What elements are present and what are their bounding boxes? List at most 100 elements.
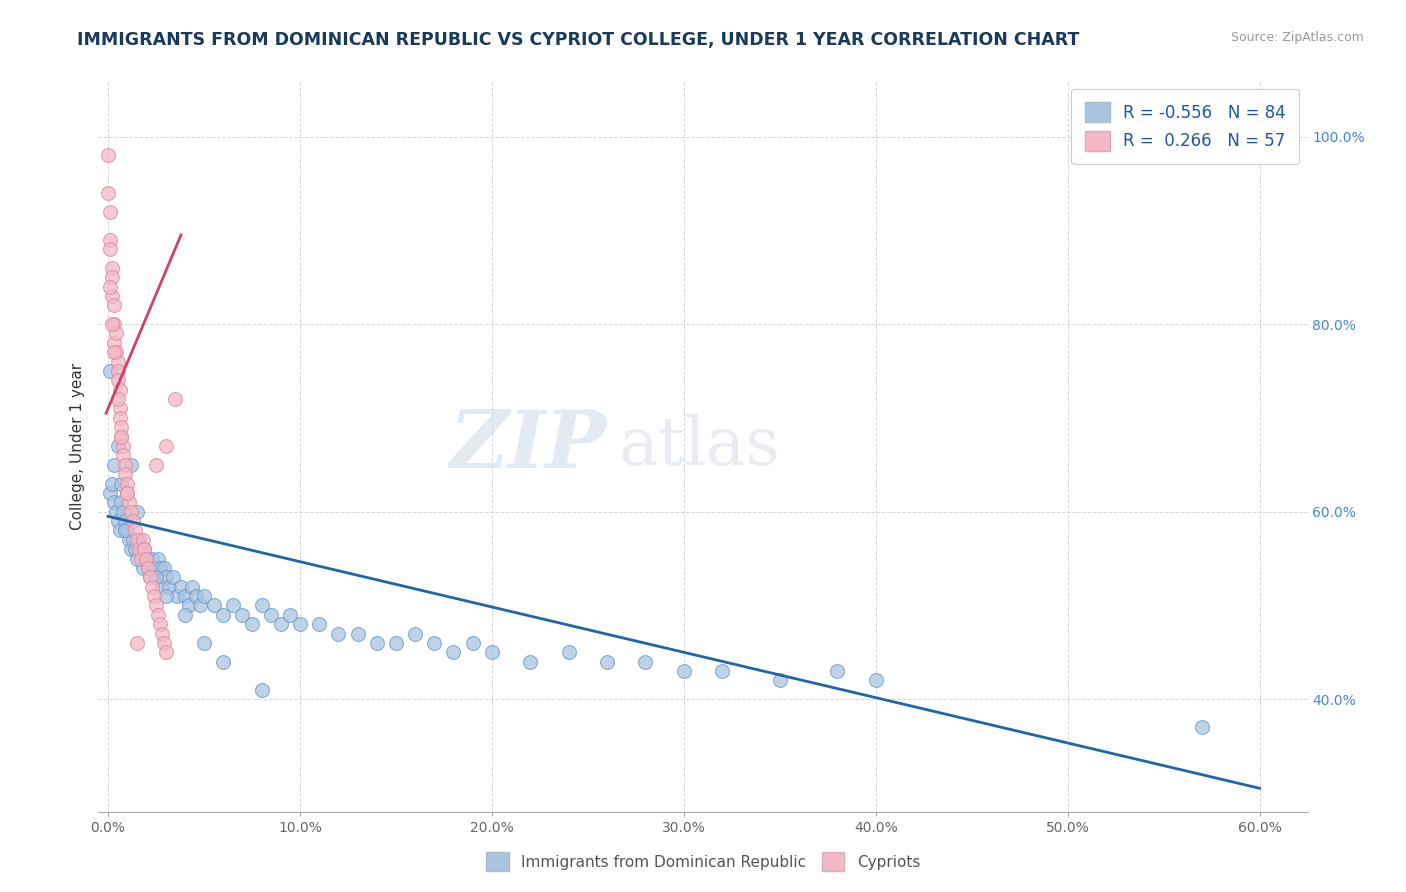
Point	[385, 636, 408, 650]
Point	[188, 599, 211, 613]
Point	[155, 570, 177, 584]
Point	[404, 626, 426, 640]
Point	[115, 486, 138, 500]
Point	[155, 645, 177, 659]
Point	[165, 392, 187, 406]
Point	[125, 636, 148, 650]
Point	[108, 410, 131, 425]
Point	[124, 524, 146, 538]
Point	[308, 617, 330, 632]
Point	[110, 420, 132, 434]
Point	[110, 429, 132, 443]
Point	[98, 233, 121, 247]
Point	[107, 373, 129, 387]
Point	[177, 599, 200, 613]
Point	[212, 607, 235, 622]
Point	[120, 542, 142, 557]
Point	[288, 617, 311, 632]
Point	[596, 655, 619, 669]
Point	[328, 626, 350, 640]
Point	[125, 533, 148, 547]
Point	[193, 636, 215, 650]
Point	[150, 580, 173, 594]
Point	[557, 645, 579, 659]
Point	[443, 645, 465, 659]
Point	[108, 524, 131, 538]
Point	[519, 655, 541, 669]
Point	[120, 505, 142, 519]
Point	[131, 533, 153, 547]
Point	[366, 636, 388, 650]
Point	[114, 524, 136, 538]
Point	[711, 664, 734, 678]
Point	[101, 317, 124, 331]
Point	[146, 551, 169, 566]
Point	[97, 186, 120, 200]
Point	[112, 505, 135, 519]
Point	[107, 392, 129, 406]
Point	[134, 542, 156, 557]
Point	[152, 561, 174, 575]
Point	[134, 542, 156, 557]
Point	[173, 607, 195, 622]
Point	[104, 345, 127, 359]
Point	[108, 401, 131, 416]
Point	[143, 561, 166, 575]
Point	[250, 682, 273, 697]
Point	[114, 458, 136, 472]
Point	[120, 458, 142, 472]
Point	[162, 570, 184, 584]
Point	[103, 298, 125, 312]
Point	[145, 599, 167, 613]
Point	[461, 636, 484, 650]
Point	[139, 570, 162, 584]
Point	[181, 580, 204, 594]
Point	[166, 589, 188, 603]
Point	[346, 626, 368, 640]
Point	[170, 580, 193, 594]
Point	[128, 533, 150, 547]
Point	[125, 505, 148, 519]
Point	[107, 354, 129, 368]
Point	[125, 551, 148, 566]
Point	[155, 589, 177, 603]
Point	[98, 486, 121, 500]
Point	[186, 589, 208, 603]
Point	[145, 458, 167, 472]
Point	[115, 486, 138, 500]
Point	[155, 439, 177, 453]
Point	[150, 626, 173, 640]
Point	[152, 636, 174, 650]
Point	[135, 551, 157, 566]
Legend: R = -0.556   N = 84, R =  0.266   N = 57: R = -0.556 N = 84, R = 0.266 N = 57	[1071, 88, 1299, 164]
Point	[128, 542, 150, 557]
Point	[222, 599, 245, 613]
Text: IMMIGRANTS FROM DOMINICAN REPUBLIC VS CYPRIOT COLLEGE, UNDER 1 YEAR CORRELATION : IMMIGRANTS FROM DOMINICAN REPUBLIC VS CY…	[77, 31, 1080, 49]
Point	[240, 617, 263, 632]
Point	[110, 495, 132, 509]
Point	[260, 607, 283, 622]
Point	[104, 326, 127, 341]
Point	[107, 514, 129, 528]
Point	[131, 561, 153, 575]
Text: Source: ZipAtlas.com: Source: ZipAtlas.com	[1230, 31, 1364, 45]
Point	[98, 242, 121, 256]
Point	[1191, 720, 1213, 734]
Point	[280, 607, 302, 622]
Point	[129, 542, 152, 557]
Point	[423, 636, 446, 650]
Point	[141, 580, 163, 594]
Point	[110, 476, 132, 491]
Point	[865, 673, 887, 688]
Point	[135, 551, 157, 566]
Point	[98, 364, 121, 378]
Point	[159, 580, 181, 594]
Point	[124, 542, 146, 557]
Point	[107, 439, 129, 453]
Point	[98, 204, 121, 219]
Point	[136, 561, 159, 575]
Point	[270, 617, 292, 632]
Point	[173, 589, 195, 603]
Point	[143, 589, 166, 603]
Point	[141, 551, 163, 566]
